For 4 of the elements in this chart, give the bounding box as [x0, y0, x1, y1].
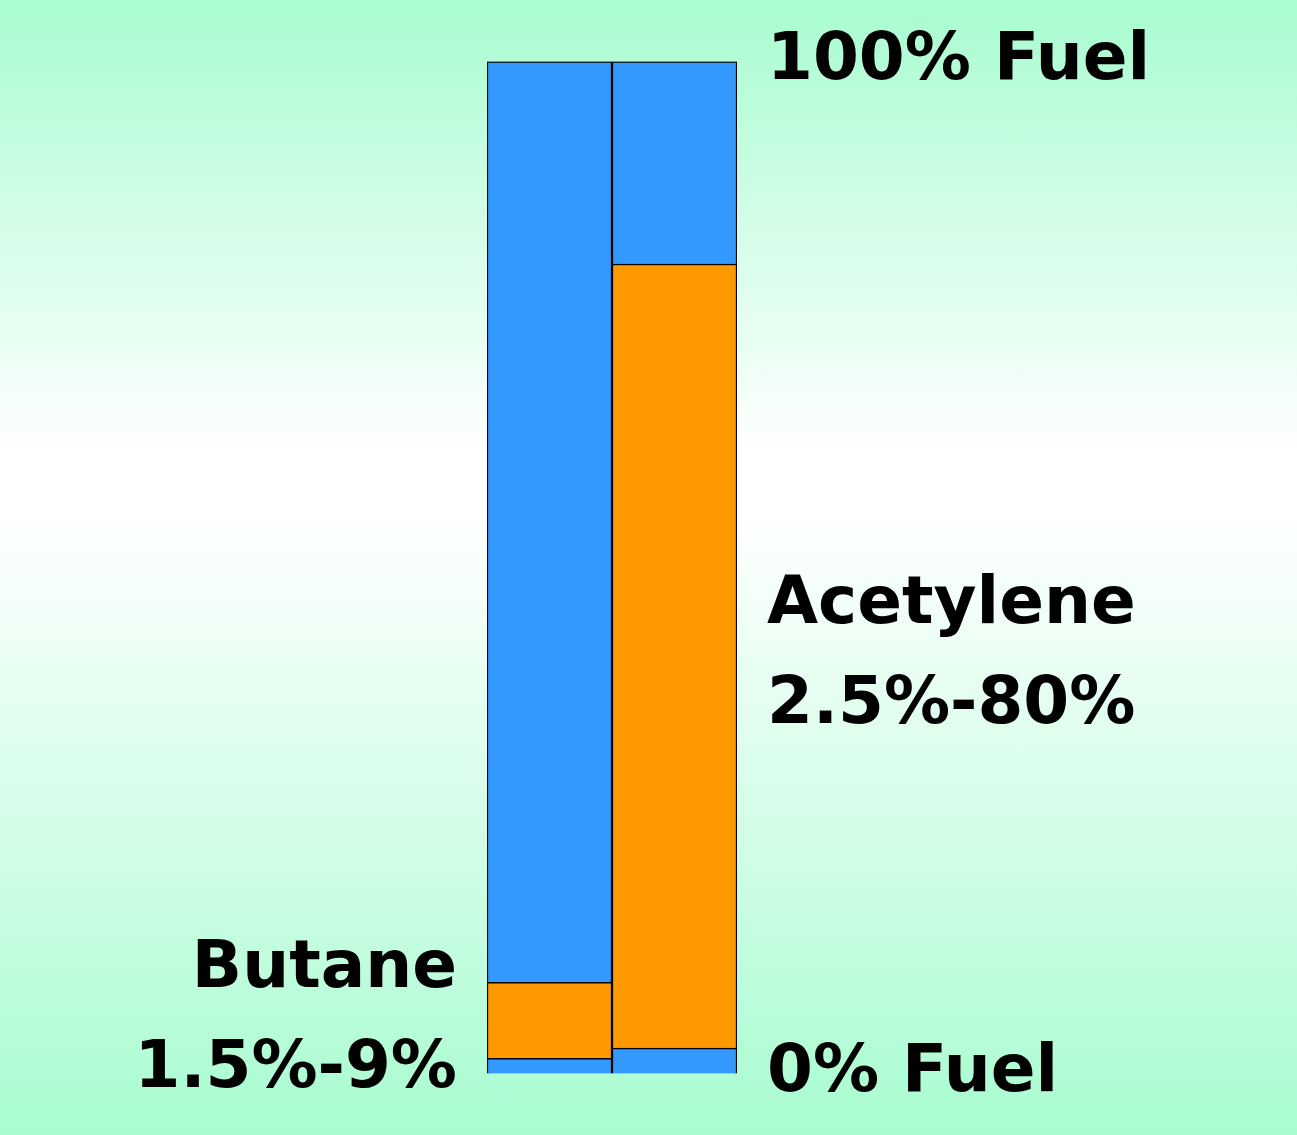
y-tick-label: 0% Fuel	[767, 1029, 1059, 1107]
y-tick-label: 100% Fuel	[767, 17, 1151, 95]
text: Butane 1.5%-9%	[134, 926, 457, 1104]
text: Acetylene 2.5%-80%	[767, 562, 1136, 740]
